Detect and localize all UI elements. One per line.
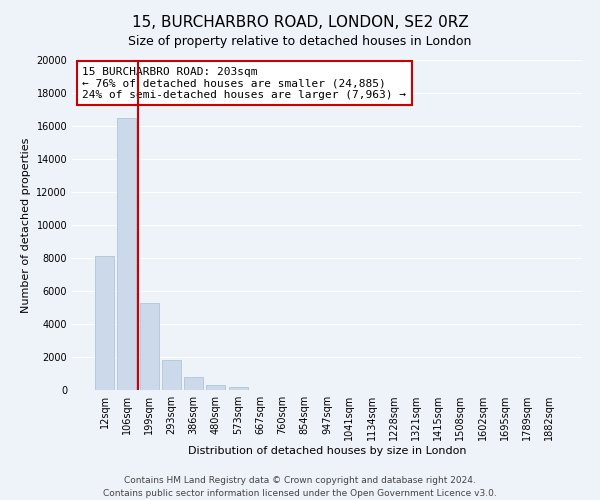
X-axis label: Distribution of detached houses by size in London: Distribution of detached houses by size … [188, 446, 466, 456]
Text: 15, BURCHARBRO ROAD, LONDON, SE2 0RZ: 15, BURCHARBRO ROAD, LONDON, SE2 0RZ [131, 15, 469, 30]
Bar [95, 256, 114, 390]
Bar [184, 377, 203, 390]
Bar [118, 118, 136, 390]
Text: 15 BURCHARBRO ROAD: 203sqm
← 76% of detached houses are smaller (24,885)
24% of : 15 BURCHARBRO ROAD: 203sqm ← 76% of deta… [82, 66, 406, 100]
Text: Contains HM Land Registry data © Crown copyright and database right 2024.
Contai: Contains HM Land Registry data © Crown c… [103, 476, 497, 498]
Bar [206, 385, 225, 390]
Text: Size of property relative to detached houses in London: Size of property relative to detached ho… [128, 35, 472, 48]
Y-axis label: Number of detached properties: Number of detached properties [21, 138, 31, 312]
Bar [162, 360, 181, 390]
Bar [140, 302, 158, 390]
Bar [229, 386, 248, 390]
